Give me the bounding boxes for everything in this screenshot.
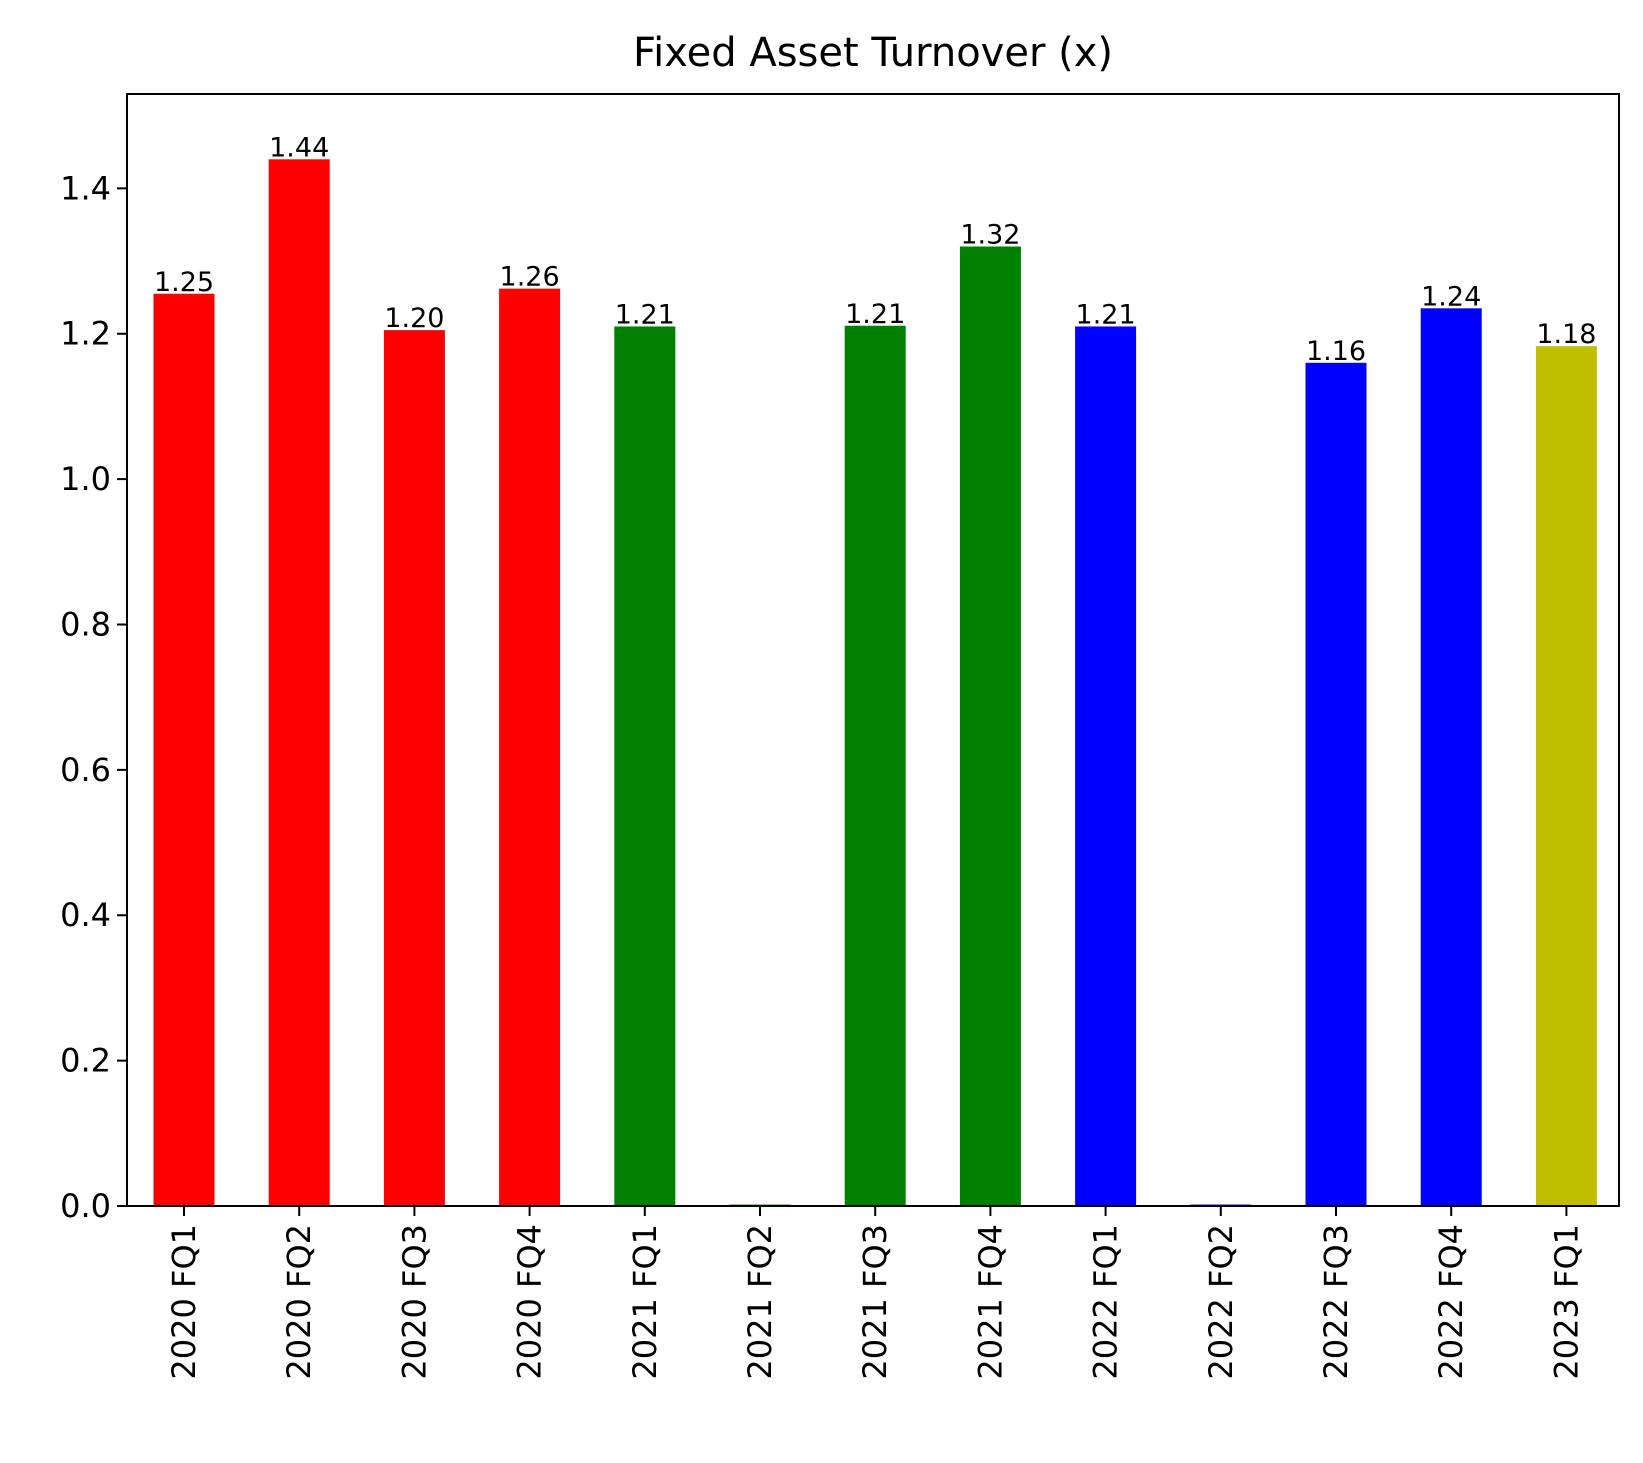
bar-2021-fq3 bbox=[844, 325, 906, 1206]
bar-labels-group: 1.25 1.44 1.20 1.26 1.21 1.21 1.32 1.21 1.16 1.24… bbox=[154, 132, 1597, 367]
x-tick-label: 2021 FQ2 bbox=[741, 1224, 779, 1380]
x-tick-label: 2020 FQ2 bbox=[280, 1224, 318, 1380]
bar-2022-fq4 bbox=[1420, 308, 1482, 1206]
bar-value-label: 1.25 bbox=[154, 267, 214, 298]
bar-2020-fq3 bbox=[383, 330, 445, 1207]
x-tick-label: 2022 FQ3 bbox=[1317, 1224, 1355, 1380]
y-tick-label: 0.0 bbox=[60, 1187, 111, 1225]
bar-value-label: 1.21 bbox=[845, 299, 905, 330]
bar-value-label: 1.20 bbox=[384, 303, 444, 334]
x-axis: 2020 FQ1 2020 FQ2 2020 FQ3 2020 FQ4 2021 FQ1… bbox=[165, 1206, 1585, 1380]
y-tick-label: 0.8 bbox=[60, 605, 111, 643]
x-tick-label: 2020 FQ3 bbox=[395, 1224, 433, 1380]
bar-2021-fq4 bbox=[959, 246, 1021, 1207]
x-tick-label: 2021 FQ1 bbox=[626, 1224, 664, 1380]
bar-value-label: 1.26 bbox=[500, 262, 560, 293]
y-tick-label: 1.2 bbox=[60, 315, 111, 353]
bar-2022-fq1 bbox=[1075, 326, 1137, 1207]
bar-value-label: 1.18 bbox=[1536, 319, 1596, 350]
x-tick-label: 2023 FQ1 bbox=[1547, 1224, 1585, 1380]
x-tick-label: 2020 FQ4 bbox=[511, 1224, 549, 1380]
y-tick-label: 1.0 bbox=[60, 460, 111, 498]
y-tick-label: 1.4 bbox=[60, 169, 111, 207]
bars-group bbox=[153, 159, 1597, 1207]
x-tick-label: 2022 FQ4 bbox=[1432, 1224, 1470, 1380]
x-tick-label: 2021 FQ3 bbox=[856, 1224, 894, 1380]
bar-2020-fq4 bbox=[499, 288, 561, 1207]
plot-frame bbox=[126, 93, 1620, 1207]
bar-value-label: 1.32 bbox=[960, 220, 1020, 251]
bar-2023-fq1 bbox=[1535, 346, 1597, 1206]
bar-value-label: 1.21 bbox=[1076, 299, 1136, 330]
bar-value-label: 1.21 bbox=[615, 299, 675, 330]
bar-2022-fq3 bbox=[1305, 362, 1367, 1207]
bar-2020-fq2 bbox=[268, 159, 330, 1207]
y-tick-label: 0.2 bbox=[60, 1042, 111, 1080]
y-axis: 0.0 0.2 0.4 0.6 0.8 1.0 1.2 1.4 bbox=[60, 169, 127, 1225]
x-tick-label: 2020 FQ1 bbox=[165, 1224, 203, 1380]
bar-2021-fq1 bbox=[614, 326, 676, 1207]
x-tick-label: 2021 FQ4 bbox=[971, 1224, 1009, 1380]
y-tick-label: 0.6 bbox=[60, 751, 111, 789]
bar-value-label: 1.44 bbox=[269, 132, 329, 163]
bar-value-label: 1.16 bbox=[1306, 336, 1366, 367]
x-tick-label: 2022 FQ2 bbox=[1202, 1224, 1240, 1380]
x-tick-label: 2022 FQ1 bbox=[1087, 1224, 1125, 1380]
bar-value-label: 1.24 bbox=[1421, 281, 1481, 312]
y-tick-label: 0.4 bbox=[60, 896, 111, 934]
bar-2020-fq1 bbox=[153, 293, 215, 1207]
chart-title: Fixed Asset Turnover (x) bbox=[633, 30, 1113, 76]
